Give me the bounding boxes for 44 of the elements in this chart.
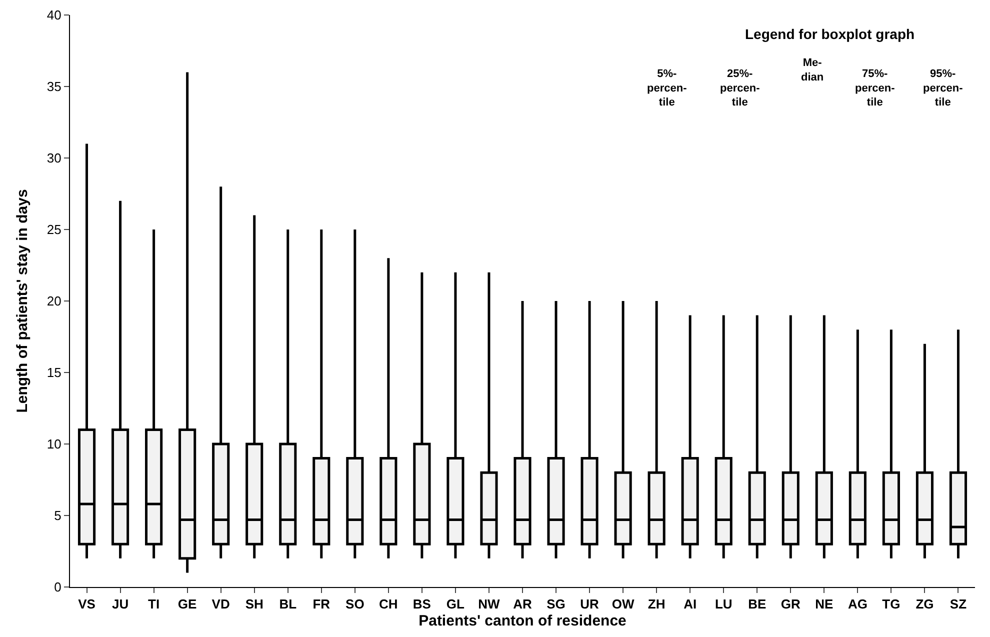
x-tick-label: TI — [148, 596, 160, 612]
x-tick-label: ZG — [916, 596, 934, 612]
annotation: 95%- percen- tile — [923, 68, 964, 109]
x-tick-label: GR — [780, 596, 802, 612]
x-tick-label: AI — [684, 596, 697, 612]
x-tick-label: CH — [379, 596, 398, 612]
y-tick-label: 20 — [46, 294, 62, 309]
y-tick-label: 15 — [46, 365, 62, 380]
annotation: Me- dian — [801, 57, 824, 84]
y-tick-label: 35 — [46, 79, 62, 94]
x-tick-label: NW — [478, 596, 501, 612]
y-axis-title: Length of patients' stay in days — [14, 189, 32, 413]
x-tick-label: BS — [412, 596, 432, 612]
x-tick-label: SG — [546, 596, 566, 612]
x-tick-label: VD — [212, 596, 230, 612]
x-tick-label: TG — [882, 596, 900, 612]
y-tick-label: 0 — [54, 580, 62, 595]
x-tick-label: NE — [815, 596, 834, 612]
x-tick-label: OW — [612, 596, 635, 612]
x-tick-label: BE — [748, 596, 766, 612]
x-tick-label: SH — [245, 596, 264, 612]
x-tick-label: LU — [714, 596, 732, 612]
x-tick-label: UR — [580, 596, 600, 612]
x-tick-label: AG — [848, 596, 868, 612]
x-tick-label: JU — [112, 596, 129, 612]
x-tick-label: SO — [346, 596, 364, 612]
x-tick-label: GE — [178, 596, 198, 612]
annotation: Legend for boxplot graph — [745, 26, 915, 42]
x-tick-label: ZH — [648, 596, 666, 612]
x-tick-label: BL — [279, 596, 297, 612]
y-tick-label: 30 — [46, 150, 62, 166]
x-tick-label: VS — [78, 596, 96, 612]
y-tick-label: 10 — [46, 436, 62, 452]
x-tick-label: SZ — [950, 596, 967, 612]
y-tick-label: 5 — [54, 508, 62, 524]
x-tick-label: FR — [312, 596, 331, 612]
x-tick-label: GL — [446, 596, 465, 612]
annotation: 5%- percen- tile — [647, 68, 688, 109]
x-tick-label: AR — [513, 596, 532, 612]
annotation: 75%- percen- tile — [855, 68, 896, 109]
y-tick-label: 25 — [46, 222, 62, 238]
y-tick-label: 40 — [46, 8, 62, 23]
annotation: 25%- percen- tile — [720, 68, 760, 109]
x-axis-title: Patients' canton of residence — [418, 612, 626, 630]
